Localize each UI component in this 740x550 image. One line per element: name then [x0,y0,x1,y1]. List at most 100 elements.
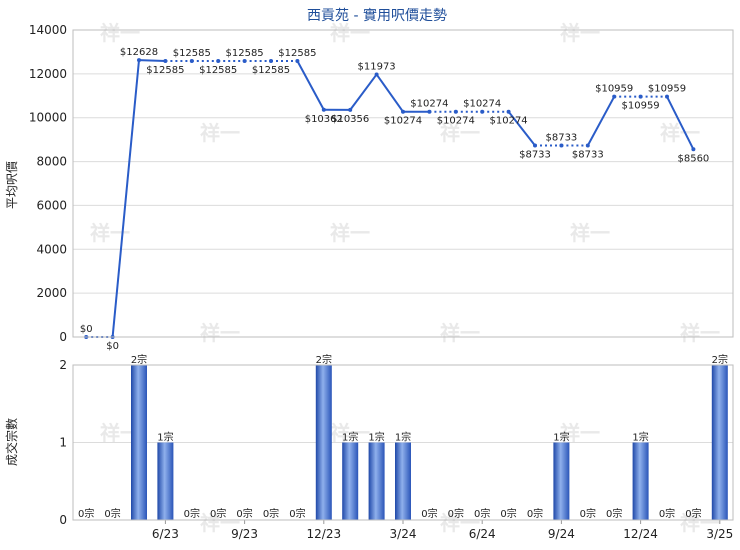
watermark-text: 祥一 [560,21,600,45]
x-tick-label: 3/25 [706,527,733,541]
price-data-label: $8733 [545,132,577,143]
price-point [453,109,458,114]
price-data-label: $10274 [490,116,528,127]
volume-bar [342,442,359,520]
price-point [242,59,247,64]
x-tick-label: 6/23 [152,527,179,541]
price-point [559,143,564,148]
top-y-axis-ticks: 0 2000 4000 6000 8000 10000 12000 14000 [29,23,67,344]
top-y-tick-label: 14000 [29,23,67,37]
x-tick-label: 9/24 [548,527,575,541]
x-tick-label: 12/23 [307,527,342,541]
price-point [691,147,696,152]
price-data-label: $8733 [572,149,604,160]
watermark-text: 祥一 [200,511,240,535]
volume-data-label: 0宗 [104,507,120,520]
price-data-label: $12585 [199,65,237,76]
price-data-label: $10274 [410,99,448,110]
price-point [374,72,379,77]
price-data-label: $10362 [305,114,343,125]
price-point [295,59,300,64]
price-point [321,107,326,112]
price-point [427,109,432,114]
volume-data-label: 0宗 [527,507,543,520]
top-y-tick-label: 2000 [36,286,67,300]
x-axis-ticks: 6/23 9/23 12/23 3/24 6/24 9/24 12/24 3/25 [152,520,733,541]
price-data-label: $0 [106,341,119,352]
volume-bar [315,365,332,520]
price-data-label: $12585 [252,65,290,76]
top-y-tick-label: 0 [59,330,67,344]
volume-data-label: 0宗 [448,507,464,520]
price-line-segment [349,73,378,111]
price-point [533,143,537,148]
price-line-segment [296,60,325,111]
watermark-text: 祥一 [200,321,240,345]
watermark-text: 祥一 [100,21,140,45]
price-data-label: $8560 [677,153,709,164]
volume-data-label: 0宗 [236,507,252,520]
volume-bar [632,442,649,520]
price-data-label: $8733 [519,149,551,160]
watermark-text: 祥一 [680,321,720,345]
volume-data-label: 0宗 [184,507,200,520]
volume-data-label: 0宗 [606,507,622,520]
volume-data-label: 1宗 [157,431,173,444]
watermark-text: 祥一 [440,321,480,345]
volume-data-label: 1宗 [342,431,358,444]
volume-data-label: 0宗 [474,507,490,520]
bottom-y-tick-label: 0 [59,513,67,527]
volume-data-label: 0宗 [580,507,596,520]
watermark-text: 祥一 [660,121,700,145]
watermark-text: 祥一 [330,421,370,445]
bottom-plot-frame [72,364,734,521]
volume-bar [368,442,385,520]
price-data-label: $12585 [278,48,316,59]
price-point [612,94,617,99]
price-line-segment [666,96,695,150]
volume-data-label: 2宗 [131,353,147,366]
volume-data-label: 1宗 [368,431,384,444]
watermark-text: 祥一 [440,121,480,145]
volume-data-label: 1宗 [395,431,411,444]
price-data-label: $12585 [226,48,264,59]
volume-bar [395,442,411,520]
bottom-frame-rect [72,364,734,521]
price-data-label: $10274 [463,99,501,110]
x-tick-label: 6/24 [469,527,496,541]
price-line-segment [138,59,166,63]
price-data-label: $12628 [120,47,158,58]
bottom-y-axis-title: 成交宗數 [4,418,19,466]
x-tick-label: 3/24 [390,527,417,541]
watermark-text: 祥一 [560,421,600,445]
x-tick-label: 9/23 [231,527,258,541]
top-y-axis-title: 平均呎價 [5,161,19,209]
price-point [665,94,669,99]
price-line-segment [111,59,140,338]
watermark-text: 祥一 [200,121,240,145]
x-tick-label: 12/24 [623,527,658,541]
price-point [638,94,643,99]
price-data-label: $10274 [437,116,475,127]
watermark-text: 祥一 [570,221,610,245]
price-data-label: $12585 [146,65,184,76]
price-point [189,59,194,64]
price-data-label: $10959 [622,101,660,112]
price-point [137,58,141,63]
watermark-text: 祥一 [330,221,370,245]
volume-data-label: 0宗 [421,507,437,520]
price-data-label: $10959 [648,84,686,95]
chart-title: 西貢苑 - 實用呎價走勢 [307,7,447,24]
volume-bar [131,365,147,520]
price-point [480,109,485,114]
price-line-series [84,58,696,339]
price-line-segment [507,111,536,147]
bottom-y-tick-label: 1 [59,436,67,450]
top-y-tick-label: 10000 [29,111,67,125]
price-data-label: $0 [80,324,93,335]
price-point [216,59,221,64]
price-point [269,59,273,64]
volume-data-label: 0宗 [685,507,701,520]
volume-bar [553,442,570,520]
